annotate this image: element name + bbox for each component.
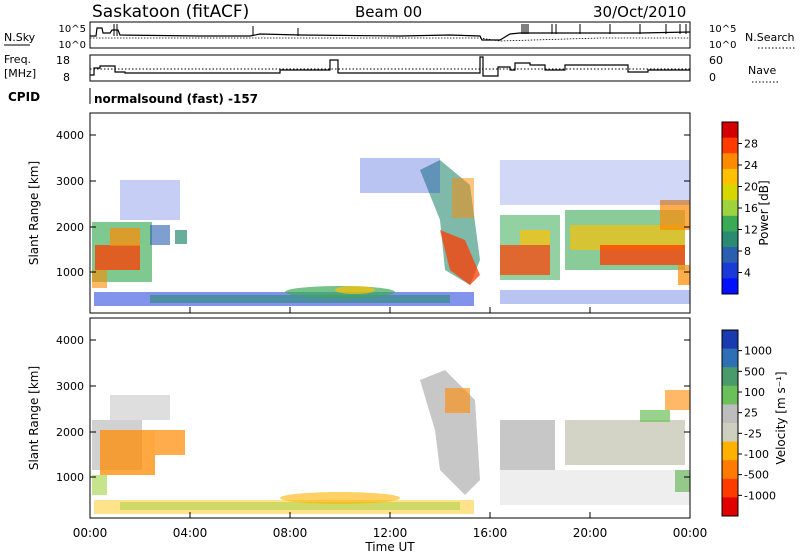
power-colorbar-tick-label: 4 [744, 267, 751, 280]
velocity-colorbar-tick-label: 1000 [744, 345, 772, 358]
velocity-panel: 4000 3000 2000 1000 Slant Range [km] [27, 317, 691, 519]
power-colorbar-swatch [722, 262, 738, 279]
velocity-yticks [90, 339, 690, 478]
noise-spikes [113, 24, 687, 36]
velocity-backscatter [92, 370, 690, 514]
power-colorbar-tick-label: 28 [744, 138, 758, 151]
x-tick-label: 12:00 [373, 526, 408, 540]
power-colorbar-tick-label: 24 [744, 159, 758, 172]
power-ytick-3000: 3000 [56, 175, 84, 188]
velocity-colorbar-swatch [722, 385, 738, 405]
station-title: Saskatoon (fitACF) [92, 2, 249, 22]
velocity-ytick-3000: 3000 [56, 380, 84, 393]
velocity-colorbar-swatch [722, 367, 738, 387]
x-tick-label: 00:00 [673, 526, 708, 540]
power-colorbar-swatch [722, 278, 738, 295]
power-colorbar-tick-label: 8 [744, 245, 751, 258]
power-colorbar-swatch [722, 215, 738, 232]
power-colorbar-swatch [722, 153, 738, 170]
velocity-colorbar-tick-label: 25 [744, 407, 758, 420]
beam-label: Beam 00 [355, 3, 422, 21]
velocity-colorbar-tick-label: -1000 [744, 489, 776, 502]
power-yticks [90, 134, 690, 273]
noise-left-tick-top: 10^5 [59, 24, 86, 35]
nave-label: Nave [748, 64, 776, 77]
power-panel: 4000 3000 2000 1000 Slant Range [km] [27, 112, 691, 314]
velocity-colorbar-tick-label: -100 [744, 448, 769, 461]
velocity-ylabel: Slant Range [km] [27, 366, 41, 470]
velocity-colorbar-swatch [722, 330, 738, 350]
x-axis-label: Time UT [364, 540, 415, 554]
velocity-ytick-4000: 4000 [56, 334, 84, 347]
power-backscatter [92, 158, 690, 306]
x-tick-label: 04:00 [173, 526, 208, 540]
velocity-colorbar-swatch [722, 404, 738, 424]
noise-right-label: N.Search [745, 31, 795, 44]
freq-panel: Freq. [MHz] 18 8 60 0 Nave [4, 53, 780, 84]
freq-label-line2: [MHz] [4, 67, 36, 80]
power-colorbar-label: Power [dB] [757, 180, 771, 245]
noise-sky-line [90, 27, 691, 41]
velocity-colorbar-tick-label: -500 [744, 469, 769, 482]
freq-left-tick-top: 18 [56, 54, 70, 67]
power-colorbar-swatch [722, 168, 738, 186]
power-ylabel: Slant Range [km] [27, 161, 41, 265]
power-colorbar-swatch [722, 184, 738, 201]
noise-right-tick-bottom: 10^0 [709, 40, 736, 51]
power-ytick-2000: 2000 [56, 221, 84, 234]
velocity-ytick-1000: 1000 [56, 471, 84, 484]
date-label: 30/Oct/2010 [593, 3, 686, 21]
power-colorbar-swatch [722, 122, 738, 139]
cpid-label: CPID [8, 90, 40, 104]
x-axis: 00:00 04:00 08:00 12:00 16:00 20:00 00:00 [73, 307, 708, 540]
freq-right-tick-bottom: 0 [709, 71, 716, 84]
noise-left-tick-bottom: 10^0 [59, 40, 86, 51]
power-ytick-1000: 1000 [56, 266, 84, 279]
power-colorbar-swatch [722, 231, 738, 248]
freq-line [90, 56, 690, 77]
power-ytick-4000: 4000 [56, 129, 84, 142]
power-colorbar-tick-label: 20 [744, 181, 758, 194]
x-tick-label: 00:00 [73, 526, 108, 540]
cpid-text: normalsound (fast) -157 [94, 92, 258, 106]
power-colorbar-tick-label: 12 [744, 224, 758, 237]
velocity-colorbar: 1000 500 100 25 -25 -100 -500 -1000 [721, 329, 776, 517]
velocity-colorbar-tick-label: -25 [744, 427, 762, 440]
x-tick-label: 20:00 [573, 526, 608, 540]
velocity-ytick-2000: 2000 [56, 426, 84, 439]
noise-search-line [90, 37, 690, 42]
power-colorbar-swatch [722, 247, 738, 264]
x-tick-label: 08:00 [273, 526, 308, 540]
freq-label-line1: Freq. [4, 53, 31, 66]
velocity-colorbar-swatch [722, 441, 738, 461]
velocity-colorbar-swatch [722, 478, 738, 498]
noise-left-label: N.Sky [4, 31, 36, 44]
freq-right-tick-top: 60 [709, 54, 723, 67]
power-colorbar-swatch [722, 200, 738, 217]
noise-right-tick-top: 10^5 [709, 24, 736, 35]
x-tick-label: 16:00 [473, 526, 508, 540]
power-colorbar-swatch [722, 137, 738, 154]
velocity-colorbar-swatch [722, 460, 738, 480]
freq-left-tick-bottom: 8 [63, 71, 70, 84]
noise-panel: N.Sky 10^5 10^0 10^5 10^0 N.Search [4, 21, 796, 51]
velocity-colorbar-swatch [722, 423, 738, 443]
power-colorbar: 28 24 20 16 12 8 4 [721, 121, 758, 295]
velocity-colorbar-frame [721, 329, 739, 517]
velocity-colorbar-label: Velocity [m s⁻¹] [774, 371, 788, 464]
power-colorbar-tick-label: 16 [744, 202, 758, 215]
velocity-colorbar-swatch [722, 497, 738, 517]
velocity-colorbar-tick-label: 100 [744, 386, 765, 399]
velocity-colorbar-tick-label: 500 [744, 365, 765, 378]
velocity-colorbar-swatch [722, 348, 738, 368]
